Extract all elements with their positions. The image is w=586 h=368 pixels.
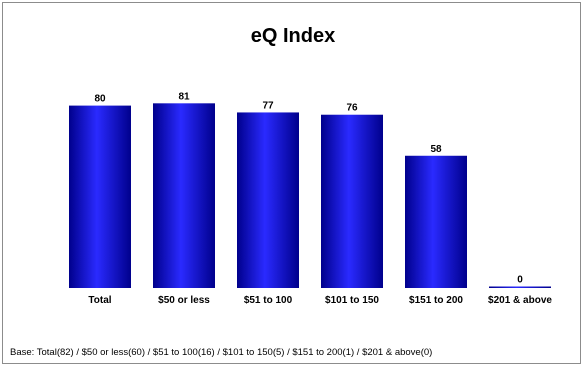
bar-value-label-4: 58 [430,144,442,155]
chart-title: eQ Index [251,25,335,47]
category-label-3: $101 to 150 [325,295,379,306]
bar-value-label-5: 0 [517,275,523,286]
bar-value-label-1: 81 [178,91,190,102]
category-label-5: $201 & above [488,295,552,306]
bar-value-label-3: 76 [346,103,358,114]
bar-value-label-2: 77 [262,100,274,111]
bar-0 [69,105,131,288]
bar-5 [489,286,551,288]
bar-2 [237,112,299,288]
bar-1 [153,103,215,288]
category-label-0: Total [88,295,111,306]
bar-4 [405,155,467,288]
bar-value-label-0: 80 [94,94,106,105]
bars-group: 80 Total 81 $50 or less 77 $51 to 100 76 $101 t… [69,91,552,306]
bar-3 [321,114,383,288]
category-label-1: $50 or less [158,295,210,306]
base-footnote: Base: Total(82) / $50 or less(60) / $51 … [10,347,433,358]
category-label-2: $51 to 100 [244,295,293,306]
category-label-4: $151 to 200 [409,295,463,306]
